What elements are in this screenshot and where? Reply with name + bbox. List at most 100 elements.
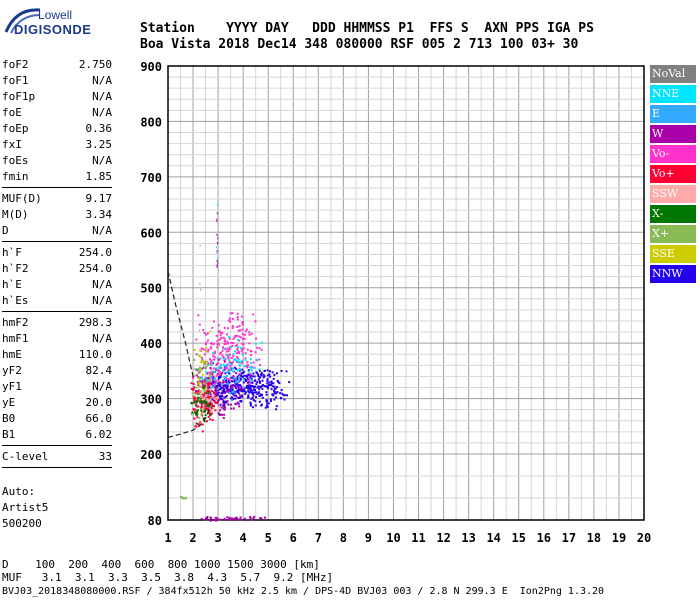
data-point bbox=[268, 370, 271, 373]
data-point bbox=[213, 352, 216, 355]
data-point bbox=[243, 388, 246, 391]
data-point bbox=[229, 518, 232, 521]
data-point bbox=[213, 367, 216, 370]
data-point bbox=[251, 384, 254, 387]
data-point bbox=[253, 386, 256, 389]
data-point bbox=[257, 392, 260, 395]
data-point bbox=[276, 379, 279, 382]
data-point bbox=[273, 398, 276, 401]
param-value: 3.25 bbox=[85, 138, 113, 151]
data-point bbox=[221, 332, 224, 335]
data-point bbox=[205, 341, 208, 344]
data-point bbox=[203, 332, 206, 335]
data-point bbox=[200, 404, 203, 407]
data-point bbox=[227, 368, 230, 371]
data-point bbox=[261, 396, 264, 399]
data-point bbox=[244, 357, 247, 360]
param-separator bbox=[2, 311, 112, 312]
data-point bbox=[222, 369, 225, 372]
data-point bbox=[200, 376, 203, 379]
data-point bbox=[253, 391, 256, 394]
data-point bbox=[275, 408, 278, 411]
data-point bbox=[246, 375, 249, 378]
data-point bbox=[220, 367, 223, 370]
param-name: foEs bbox=[2, 154, 29, 167]
data-point bbox=[215, 390, 218, 393]
data-point bbox=[228, 517, 231, 520]
data-point bbox=[243, 365, 246, 368]
parameter-panel: foF2 2.750 foF1 N/A foF1p N/A foE N/A foEp 0.36 fx… bbox=[2, 57, 112, 471]
data-point bbox=[256, 346, 259, 349]
data-point bbox=[199, 385, 202, 388]
data-point bbox=[233, 378, 236, 381]
data-point bbox=[195, 425, 198, 428]
data-point bbox=[216, 203, 218, 206]
data-point bbox=[207, 415, 210, 418]
data-point bbox=[250, 369, 253, 372]
data-point bbox=[237, 358, 240, 361]
data-point bbox=[247, 396, 250, 399]
param-name: fxI bbox=[2, 138, 22, 151]
data-point bbox=[255, 391, 258, 394]
data-point bbox=[226, 377, 229, 380]
data-point bbox=[214, 386, 217, 389]
param-row: M(D) 3.34 bbox=[2, 207, 112, 223]
data-point bbox=[209, 346, 212, 349]
data-point bbox=[199, 301, 201, 304]
data-point bbox=[227, 403, 230, 406]
param-name: B1 bbox=[2, 428, 16, 441]
data-point bbox=[203, 366, 206, 369]
data-point bbox=[271, 393, 274, 396]
data-point bbox=[223, 326, 226, 329]
data-point bbox=[245, 391, 248, 394]
footer-info: BVJ03_2018348080000.RSF / 384fx512h 50 k… bbox=[2, 586, 605, 597]
data-point bbox=[258, 391, 261, 394]
data-point bbox=[204, 405, 207, 408]
data-point bbox=[216, 339, 219, 342]
data-point bbox=[242, 343, 245, 346]
param-value: 298.3 bbox=[78, 316, 112, 329]
data-point bbox=[212, 370, 215, 373]
data-point bbox=[262, 373, 265, 376]
data-point bbox=[211, 386, 214, 389]
data-point bbox=[214, 389, 217, 392]
data-point bbox=[219, 337, 222, 340]
data-point bbox=[214, 409, 217, 412]
data-point bbox=[252, 388, 255, 391]
data-point bbox=[239, 336, 242, 339]
data-point bbox=[228, 361, 231, 364]
param-row: foEp 0.36 bbox=[2, 121, 112, 137]
data-point bbox=[240, 400, 243, 403]
data-point bbox=[280, 389, 283, 392]
data-point bbox=[224, 378, 227, 381]
data-point bbox=[216, 250, 218, 253]
data-point bbox=[210, 368, 213, 371]
data-point bbox=[226, 354, 229, 357]
data-point bbox=[247, 373, 250, 376]
data-point bbox=[201, 414, 204, 417]
data-point bbox=[199, 421, 202, 424]
param-name: foF1 bbox=[2, 74, 29, 87]
data-point bbox=[181, 496, 184, 499]
data-point bbox=[225, 342, 228, 345]
data-point bbox=[247, 364, 250, 367]
data-point bbox=[250, 367, 253, 370]
data-point bbox=[222, 356, 225, 359]
data-point bbox=[194, 404, 197, 407]
data-point bbox=[210, 342, 213, 345]
data-point bbox=[223, 413, 226, 416]
data-point bbox=[250, 379, 253, 382]
data-point bbox=[190, 388, 193, 391]
data-point bbox=[251, 396, 254, 399]
data-point bbox=[238, 363, 241, 366]
data-point bbox=[233, 392, 236, 395]
data-point bbox=[285, 370, 288, 373]
data-point bbox=[241, 328, 244, 331]
data-point bbox=[250, 518, 253, 521]
data-point bbox=[209, 330, 212, 333]
param-name: fmin bbox=[2, 170, 29, 183]
data-point bbox=[241, 368, 244, 371]
data-point bbox=[233, 336, 236, 339]
data-point bbox=[224, 379, 227, 382]
data-point bbox=[228, 317, 231, 320]
